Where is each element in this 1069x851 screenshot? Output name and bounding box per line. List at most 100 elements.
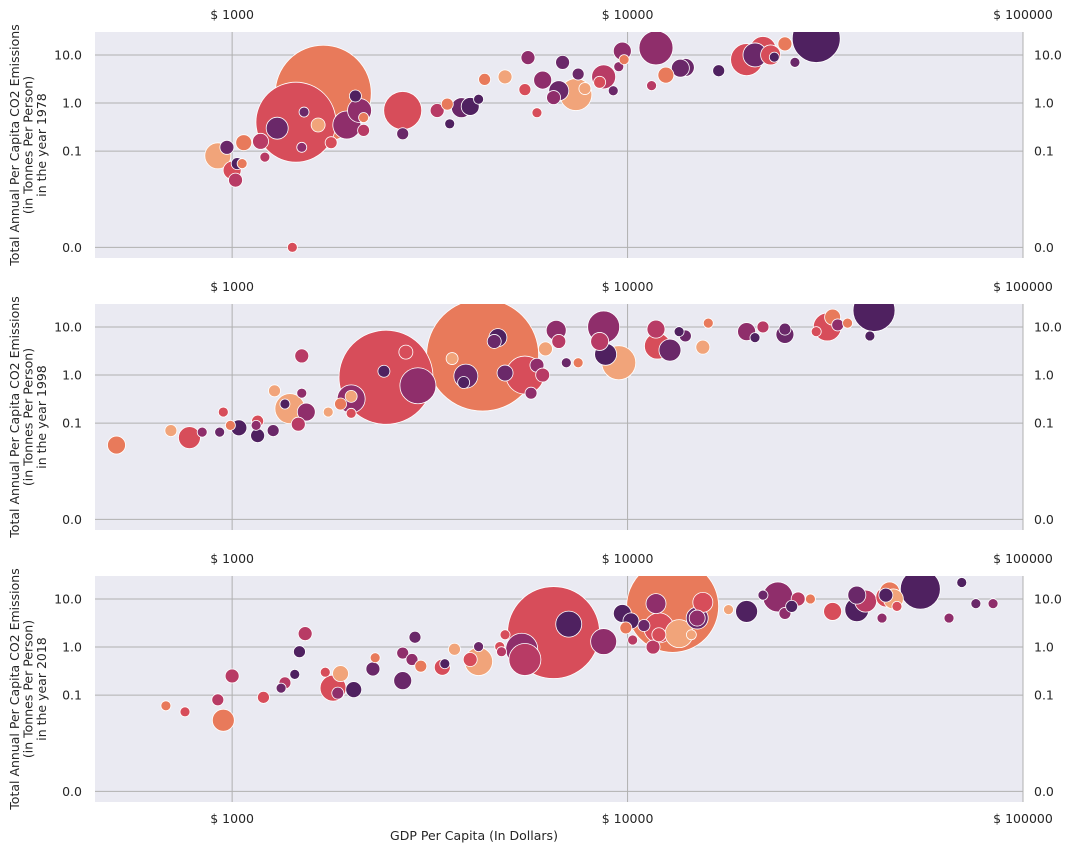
data-point (358, 112, 369, 123)
y-tick-label-right: 0.0 (1034, 240, 1054, 255)
data-point (217, 406, 229, 418)
data-point (757, 589, 769, 601)
y-axis-label-line: (in Tonnes Per Person) (21, 348, 36, 486)
data-point (987, 598, 999, 610)
data-point (296, 387, 308, 399)
y-axis-label-line: in the year 2018 (34, 637, 49, 741)
data-point (842, 317, 853, 329)
data-point (749, 332, 761, 344)
data-point (383, 91, 423, 130)
data-point (224, 668, 240, 684)
data-point (473, 641, 484, 653)
data-point (646, 319, 666, 339)
data-point (164, 424, 178, 437)
data-point (538, 341, 553, 357)
bubbles (107, 304, 896, 455)
data-point (445, 352, 459, 365)
x-tick-label-top: $ 100000 (993, 7, 1053, 22)
y-tick-label: 0.0 (62, 240, 82, 255)
data-point (571, 67, 585, 81)
data-point (777, 36, 793, 52)
data-point (520, 50, 536, 66)
data-point (852, 304, 896, 332)
x-tick-label-bottom: $ 10000 (602, 811, 654, 826)
y-tick-label: 0.0 (62, 784, 82, 799)
data-point (533, 70, 553, 90)
y-axis-label: Total Annual Per Capita CO2 Emissions(in… (7, 568, 49, 810)
data-point (297, 626, 313, 642)
data-point (864, 330, 876, 342)
data-point (408, 630, 422, 644)
data-point (393, 671, 413, 691)
data-point (637, 619, 651, 632)
data-point (399, 367, 437, 405)
data-point (236, 158, 248, 170)
data-point (293, 645, 306, 659)
x-tick-label-bottom: $ 1000 (210, 811, 254, 826)
x-tick-label-top: $ 1000 (210, 279, 254, 294)
data-point (286, 241, 298, 253)
data-point (365, 661, 381, 677)
panel-1978: 0.0 0.0 0.1 0.1 1.0 1.0 10.0 10.0 $ 1000 $ 10000 $… (7, 7, 1062, 267)
y-tick-label: 10.0 (54, 591, 82, 606)
data-point (444, 118, 456, 130)
x-tick-label-top: $ 10000 (602, 7, 654, 22)
data-point (555, 54, 570, 70)
data-point (107, 435, 126, 455)
y-axis-label-line: in the year 1978 (34, 93, 49, 197)
data-point (357, 123, 370, 137)
y-tick-label-right: 0.0 (1034, 784, 1054, 799)
y-tick-label-right: 1.0 (1034, 96, 1054, 111)
panel-2018: 0.0 0.0 0.1 0.1 1.0 1.0 10.0 10.0 $ 1000 $ 1000 $ … (7, 551, 1062, 843)
data-point (259, 151, 271, 163)
data-point (319, 666, 331, 678)
data-point (619, 621, 633, 635)
data-point (607, 85, 619, 97)
data-point (179, 706, 191, 718)
data-point (496, 364, 514, 382)
data-point (646, 80, 657, 92)
x-tick-label-top: $ 100000 (993, 279, 1053, 294)
data-point (970, 598, 982, 610)
bubbles (204, 32, 841, 253)
data-point (551, 334, 567, 349)
data-point (590, 628, 618, 655)
data-point (211, 708, 235, 732)
x-tick-label-top: $ 10000 (602, 279, 654, 294)
data-point (638, 32, 674, 66)
data-point (891, 600, 903, 612)
y-tick-label-right: 0.1 (1034, 144, 1054, 159)
data-point (899, 576, 941, 610)
data-point (440, 97, 454, 111)
data-point (160, 700, 172, 712)
data-point (225, 419, 236, 431)
data-point (219, 139, 235, 155)
data-point (478, 73, 492, 86)
data-point (398, 344, 414, 360)
data-point (876, 612, 888, 624)
data-point (252, 132, 269, 150)
data-point (448, 642, 461, 656)
data-point (345, 681, 363, 699)
data-point (578, 82, 592, 95)
data-point (789, 56, 801, 68)
data-point (211, 693, 225, 707)
data-point (560, 357, 572, 369)
data-point (310, 117, 326, 133)
data-point (235, 134, 253, 152)
data-point (178, 426, 201, 450)
data-point (651, 627, 667, 643)
y-tick-label-right: 10.0 (1034, 591, 1062, 606)
x-tick-label-top: $ 1000 (210, 551, 254, 566)
data-point (823, 602, 843, 621)
y-axis-label-line: (in Tonnes Per Person) (21, 620, 36, 758)
y-tick-label-right: 10.0 (1034, 47, 1062, 62)
y-tick-label: 1.0 (62, 640, 82, 655)
data-point (294, 348, 310, 364)
x-tick-label-top: $ 10000 (602, 551, 654, 566)
data-point (670, 58, 690, 78)
y-axis-label: Total Annual Per Capita CO2 Emissions(in… (7, 24, 49, 266)
data-point (429, 103, 445, 118)
y-tick-label: 0.1 (62, 144, 82, 159)
